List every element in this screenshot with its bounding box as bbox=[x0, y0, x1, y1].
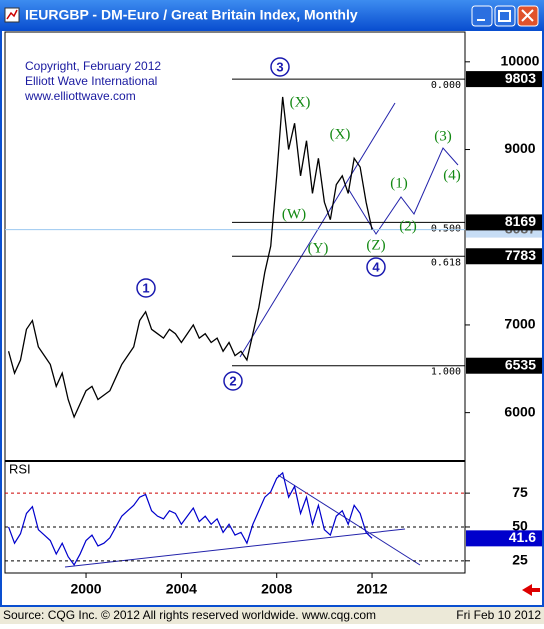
y-tick-label: 7000 bbox=[504, 316, 535, 332]
x-tick-label: 2008 bbox=[261, 581, 292, 597]
subwave-label: (Z) bbox=[366, 237, 385, 253]
fib-ratio: 0.618 bbox=[431, 257, 461, 268]
subwave-label: (4) bbox=[443, 167, 461, 183]
last-value-label: 41.6 bbox=[509, 529, 536, 545]
copyright-note: Elliott Wave International bbox=[25, 74, 157, 88]
y-tick-label: 10000 bbox=[501, 53, 540, 69]
level-label: 7783 bbox=[505, 247, 536, 263]
app-icon-glyph bbox=[6, 9, 18, 20]
level-box bbox=[466, 214, 542, 231]
copyright-note: Copyright, February 2012 bbox=[25, 59, 161, 73]
x-tick-label: 2004 bbox=[166, 581, 197, 597]
window-title: IEURGBP - DM-Euro / Great Britain Index,… bbox=[25, 7, 358, 23]
subwave-label: (2) bbox=[399, 218, 417, 234]
source-note: Source: CQG Inc. © 2012 All rights reser… bbox=[3, 608, 376, 622]
level-box bbox=[466, 248, 542, 265]
wave-circle bbox=[136, 278, 156, 298]
level-label: 8169 bbox=[505, 213, 536, 229]
x-tick-label: 2012 bbox=[356, 581, 387, 597]
fib-ratio: 1.000 bbox=[431, 367, 461, 378]
subwave-label: (X) bbox=[330, 126, 351, 142]
subwave-label: (X) bbox=[290, 94, 311, 110]
scroll-arrow[interactable] bbox=[522, 584, 540, 596]
subwave-label: (Y) bbox=[308, 240, 329, 256]
wave-label: 2 bbox=[229, 373, 236, 388]
subwave-label: (3) bbox=[434, 128, 452, 144]
subwave-label: (W) bbox=[282, 206, 306, 222]
plot-frame bbox=[4, 31, 466, 574]
y-tick-label: 75 bbox=[512, 484, 528, 500]
close-glyph bbox=[521, 9, 534, 22]
level-box bbox=[466, 357, 542, 374]
x-tick-label: 2000 bbox=[70, 581, 101, 597]
fib-ratio: 0.500 bbox=[431, 223, 461, 234]
wave-circle bbox=[270, 57, 290, 77]
wave-label: 4 bbox=[372, 259, 380, 274]
price-line bbox=[7, 96, 373, 419]
status-bar bbox=[0, 607, 544, 624]
window-frame bbox=[0, 29, 544, 607]
panel-title: RSI bbox=[9, 461, 31, 476]
title-bar bbox=[0, 0, 544, 30]
maximize-glyph bbox=[498, 10, 511, 22]
last-value-box bbox=[466, 530, 542, 547]
y-tick-label: 6000 bbox=[504, 403, 535, 419]
wave-label: 1 bbox=[142, 280, 149, 295]
status-date: Fri Feb 10 2012 bbox=[456, 608, 541, 622]
wave-circle bbox=[223, 371, 243, 391]
wave-label: 3 bbox=[276, 59, 283, 74]
rsi-line bbox=[8, 471, 373, 566]
y-tick-label: 9000 bbox=[504, 140, 535, 156]
subwave-label: (1) bbox=[390, 175, 408, 191]
y-tick-label: 25 bbox=[512, 552, 528, 568]
level-label: 9803 bbox=[505, 70, 536, 86]
level-box bbox=[466, 71, 542, 88]
minimize-button[interactable] bbox=[471, 5, 493, 27]
wave-circle bbox=[366, 257, 386, 277]
level-label: 6535 bbox=[505, 356, 536, 372]
fib-ratio: 0.000 bbox=[431, 80, 461, 91]
copyright-note: www.elliottwave.com bbox=[24, 89, 136, 103]
y-tick-label: 50 bbox=[512, 518, 528, 534]
